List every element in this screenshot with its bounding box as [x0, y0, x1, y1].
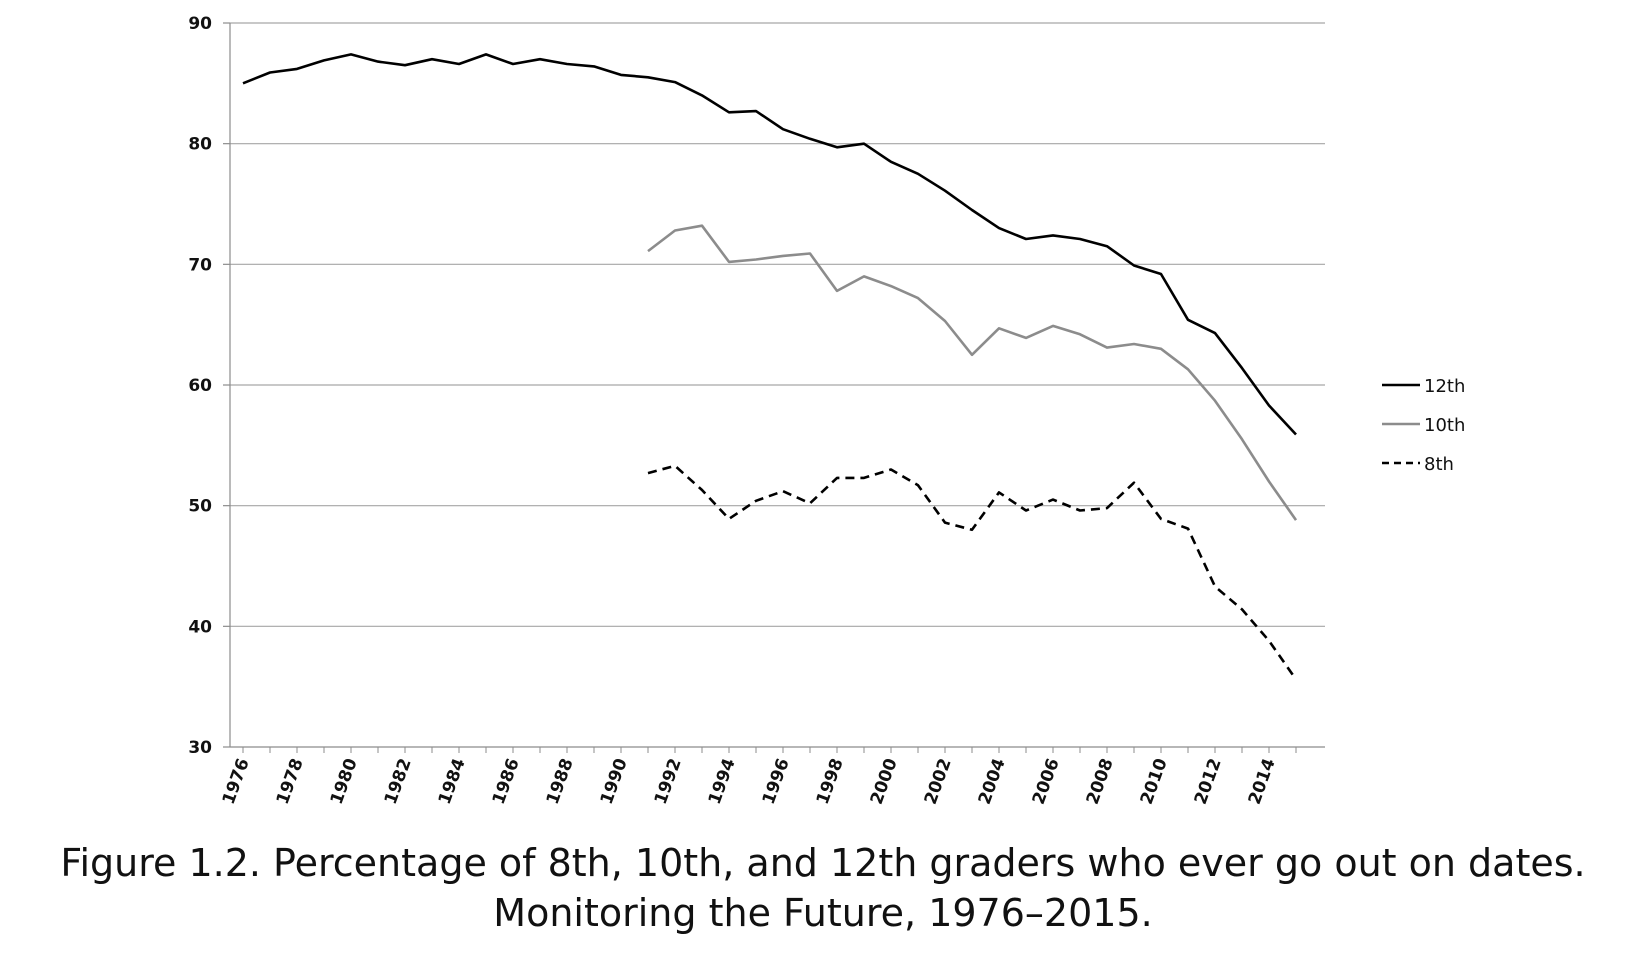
x-tick-label-1998: 1998 [813, 756, 848, 807]
x-tick-label-1992: 1992 [651, 756, 686, 807]
x-tick-label-1986: 1986 [489, 756, 524, 807]
x-tick-label-2006: 2006 [1029, 756, 1064, 807]
legend-label-8th: 8th [1424, 454, 1454, 475]
x-axis-ticks: 1976 1978 1980 1982 1984 1986 1988 1990 1992 1994… [219, 756, 1280, 807]
figure-caption-line-2: Monitoring the Future, 1976–2015. [493, 891, 1153, 935]
legend-label-12th: 12th [1424, 376, 1465, 397]
x-tick-label-2000: 2000 [867, 756, 902, 807]
x-tick-label-1976: 1976 [219, 756, 254, 807]
x-tick-label-1984: 1984 [435, 756, 470, 807]
y-tick-label-90: 90 [188, 14, 212, 34]
gridlines [230, 22, 1325, 627]
y-tick-label-30: 30 [188, 738, 212, 758]
x-tick-label-2002: 2002 [921, 756, 956, 807]
y-tick-label-50: 50 [188, 497, 212, 517]
y-tick-label-70: 70 [188, 255, 212, 275]
series-line-8th [647, 464, 1298, 681]
figure-caption-line-1: Figure 1.2. Percentage of 8th, 10th, and… [60, 841, 1586, 885]
series-line-10th [647, 224, 1298, 521]
series-line-12th [242, 53, 1297, 436]
y-tick-label-40: 40 [188, 617, 212, 637]
x-tick-label-2010: 2010 [1137, 756, 1172, 807]
x-tick-label-1980: 1980 [327, 756, 362, 807]
x-tick-label-2008: 2008 [1083, 756, 1118, 807]
legend: 12th 10th 8th [1382, 376, 1465, 475]
y-tick-label-60: 60 [188, 376, 212, 396]
x-tick-label-1990: 1990 [597, 756, 632, 807]
x-tick-label-2004: 2004 [975, 756, 1010, 807]
y-axis-ticks: 30 40 50 60 70 80 90 [188, 14, 212, 758]
x-tick-label-2012: 2012 [1191, 756, 1226, 807]
x-tick-label-2014: 2014 [1245, 756, 1280, 807]
legend-label-10th: 10th [1424, 415, 1465, 436]
x-tick-label-1994: 1994 [705, 756, 740, 807]
series-lines [242, 53, 1298, 681]
axes [223, 22, 1325, 753]
x-tick-label-1996: 1996 [759, 756, 794, 807]
x-tick-label-1982: 1982 [381, 756, 416, 807]
x-tick-label-1978: 1978 [273, 756, 308, 807]
y-tick-label-80: 80 [188, 135, 212, 155]
x-tick-label-1988: 1988 [543, 756, 578, 807]
